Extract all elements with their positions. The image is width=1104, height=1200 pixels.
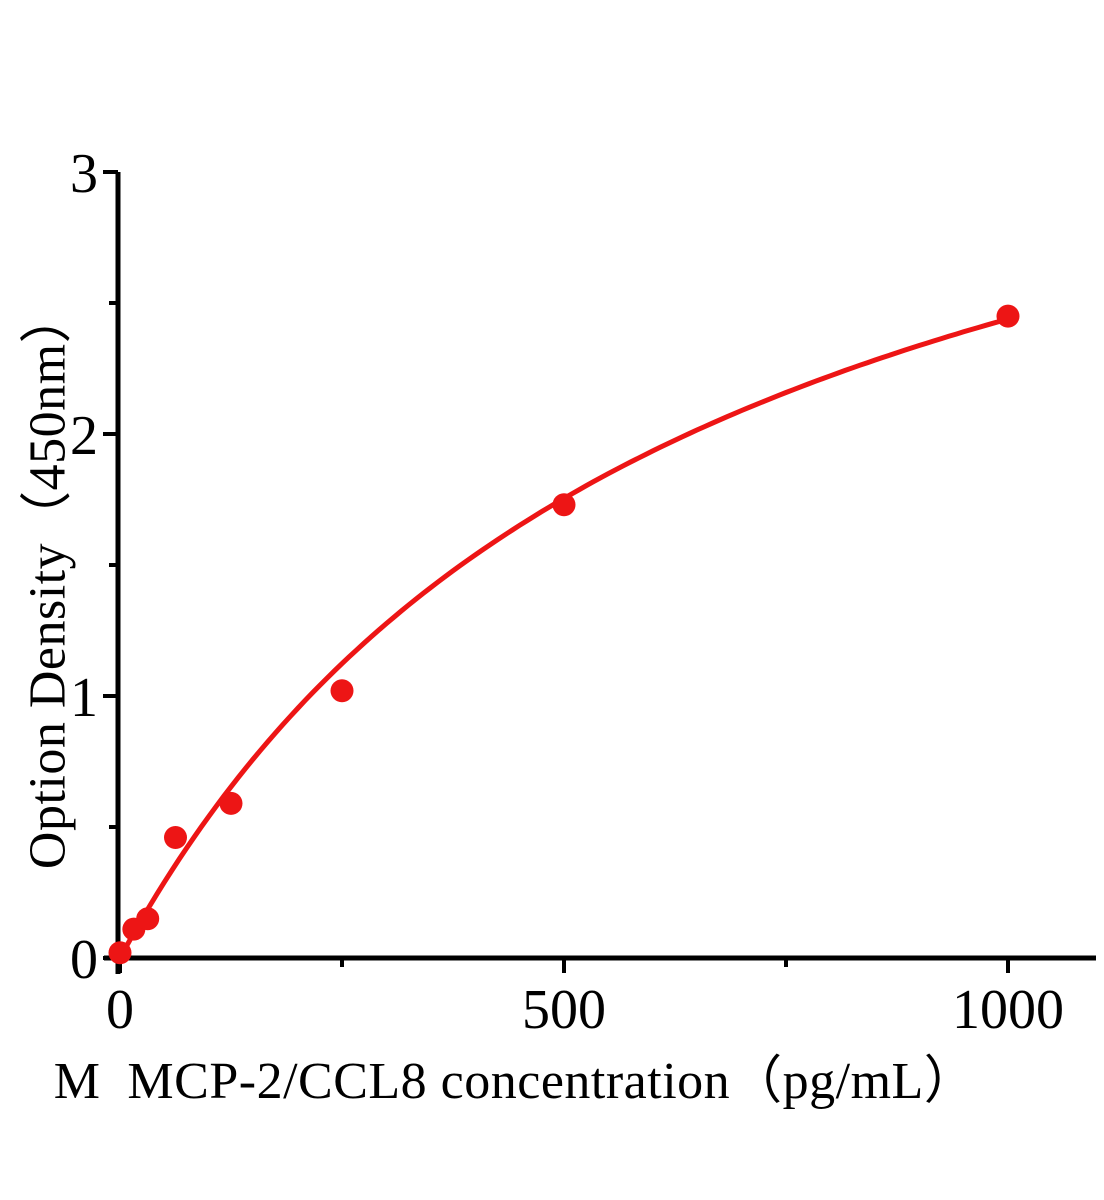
y-tick-label: 1 — [70, 667, 98, 729]
data-point — [552, 493, 576, 517]
data-point — [136, 907, 160, 931]
x-tick-label: 1000 — [952, 979, 1064, 1041]
y-tick-label: 0 — [70, 929, 98, 991]
x-tick-label: 500 — [522, 979, 606, 1041]
data-point — [164, 825, 187, 849]
y-axis-title: Option Density（450nm） — [19, 290, 77, 870]
y-tick-label: 3 — [70, 143, 98, 205]
data-point — [219, 791, 243, 815]
x-tick-label: 0 — [106, 979, 134, 1041]
data-point — [330, 679, 354, 703]
y-tick-label: 2 — [70, 405, 98, 467]
data-point — [996, 304, 1020, 328]
fit-curve — [117, 316, 1011, 961]
x-axis-title: M MCP-2/CCL8 concentration（pg/mL） — [53, 1053, 977, 1110]
data-point — [108, 941, 132, 965]
